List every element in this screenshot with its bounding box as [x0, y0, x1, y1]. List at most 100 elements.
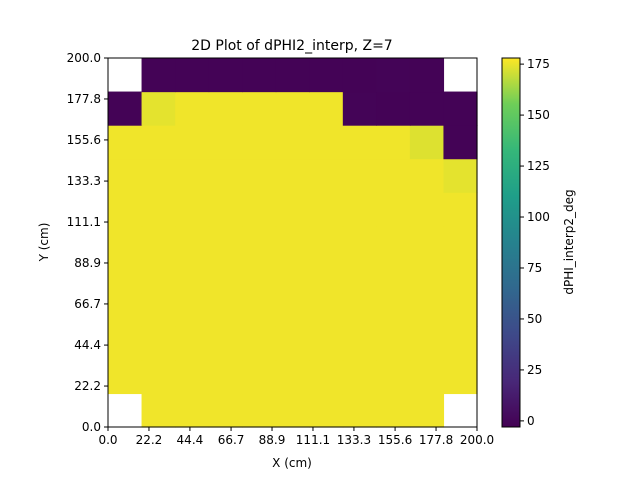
heatmap-cell: [242, 91, 277, 126]
heatmap-cell: [242, 292, 277, 327]
heatmap-cell: [342, 125, 377, 160]
y-tick-label: 155.6: [67, 133, 101, 147]
heatmap-cell: [376, 91, 411, 126]
heatmap-cell: [309, 158, 344, 193]
heatmap-cell: [309, 359, 344, 395]
heatmap-cell: [376, 359, 411, 395]
heatmap-cell: [275, 292, 310, 327]
heatmap-cell: [409, 58, 445, 93]
heatmap-cell: [409, 393, 445, 428]
plot-frame: [107, 57, 478, 428]
x-axis-label: X (cm): [272, 456, 312, 470]
colorbar-tick-label: 150: [527, 108, 550, 122]
heatmap-cell: [275, 225, 310, 260]
heatmap-cell: [208, 192, 243, 227]
heatmap-cell: [275, 393, 310, 428]
heatmap-cells: [108, 58, 478, 428]
x-axis: 0.0 22.2 44.4 66.7 88.9 111.1 133.3 155.6 177.8 2…: [98, 427, 494, 447]
heatmap-cell: [309, 125, 344, 160]
heatmap-cell: [175, 58, 210, 93]
heatmap-cell: [376, 125, 411, 160]
heatmap-cell: [141, 58, 176, 93]
colorbar-tick-label: 50: [527, 312, 542, 326]
y-tick-label: 88.9: [74, 256, 101, 270]
heatmap-cell: [275, 192, 310, 227]
heatmap-cell: [409, 91, 445, 126]
heatmap-cell: [141, 225, 176, 260]
heatmap-cell: [376, 259, 411, 294]
x-tick-label: 200.0: [460, 433, 494, 447]
heatmap-cell: [141, 393, 176, 428]
heatmap-cell: [342, 326, 377, 361]
heatmap-cell: [208, 225, 243, 260]
heatmap-cell: [175, 158, 210, 193]
colorbar-gradient: [502, 58, 520, 427]
y-tick-label: 44.4: [74, 338, 101, 352]
colorbar-tick-label: 125: [527, 159, 550, 173]
x-tick-label: 88.9: [259, 433, 286, 447]
heatmap-cell: [108, 359, 143, 395]
colorbar-axis: 0 25 50 75 100 125 150 175: [520, 57, 550, 428]
heatmap-cell: [208, 292, 243, 327]
heatmap-cell: [309, 91, 344, 126]
heatmap-cell: [242, 225, 277, 260]
heatmap-cell: [409, 125, 445, 160]
heatmap-cell: [309, 225, 344, 260]
heatmap-cell: [275, 259, 310, 294]
heatmap-cell: [175, 292, 210, 327]
heatmap-cell: [242, 158, 277, 193]
heatmap-cell: [275, 158, 310, 193]
heatmap-cell: [242, 192, 277, 227]
x-tick-label: 177.8: [419, 433, 453, 447]
colorbar-frame: [501, 57, 521, 428]
colorbar-label: dPHI_interp2_deg: [562, 189, 576, 294]
heatmap-cell: [108, 259, 143, 294]
heatmap-cell: [108, 326, 143, 361]
heatmap-cell: [275, 91, 310, 126]
heatmap-cell: [309, 192, 344, 227]
heatmap-cell: [208, 125, 243, 160]
heatmap-cell: [141, 125, 176, 160]
heatmap-cell: [108, 192, 143, 227]
heatmap-cell: [342, 393, 377, 428]
heatmap-cell: [443, 326, 478, 361]
y-axis-label: Y (cm): [37, 223, 51, 263]
x-tick-label: 155.6: [378, 433, 412, 447]
heatmap-cell: [175, 125, 210, 160]
heatmap-cell: [242, 326, 277, 361]
heatmap-cell: [443, 125, 478, 160]
heatmap-cell: [141, 326, 176, 361]
heatmap-cell: [208, 58, 243, 93]
heatmap-cell: [443, 292, 478, 327]
heatmap-cell: [175, 225, 210, 260]
heatmap-cell: [443, 192, 478, 227]
heatmap-cell: [208, 259, 243, 294]
heatmap-cell: [208, 158, 243, 193]
x-tick-label: 66.7: [218, 433, 245, 447]
heatmap-cell: [443, 259, 478, 294]
y-tick-label: 200.0: [67, 51, 101, 65]
heatmap-cell: [141, 292, 176, 327]
heatmap-cell: [309, 259, 344, 294]
y-tick-label: 177.8: [67, 92, 101, 106]
heatmap-cell: [141, 359, 176, 395]
heatmap-cell: [175, 192, 210, 227]
heatmap-cell: [242, 259, 277, 294]
heatmap-cell: [342, 91, 377, 126]
heatmap-cell: [309, 326, 344, 361]
y-tick-label: 0.0: [82, 420, 101, 434]
colorbar-tick-label: 100: [527, 210, 550, 224]
y-tick-label: 22.2: [74, 379, 101, 393]
heatmap-cell: [376, 292, 411, 327]
heatmap-cell: [175, 259, 210, 294]
heatmap-cell: [108, 225, 143, 260]
heatmap-cell: [342, 58, 377, 93]
chart-title: 2D Plot of dPHI2_interp, Z=7: [191, 38, 392, 54]
heatmap-cell: [108, 292, 143, 327]
heatmap-cell: [175, 91, 210, 126]
y-tick-label: 133.3: [67, 174, 101, 188]
x-tick-label: 0.0: [98, 433, 117, 447]
colorbar-tick-label: 75: [527, 261, 542, 275]
heatmap-cell: [309, 292, 344, 327]
